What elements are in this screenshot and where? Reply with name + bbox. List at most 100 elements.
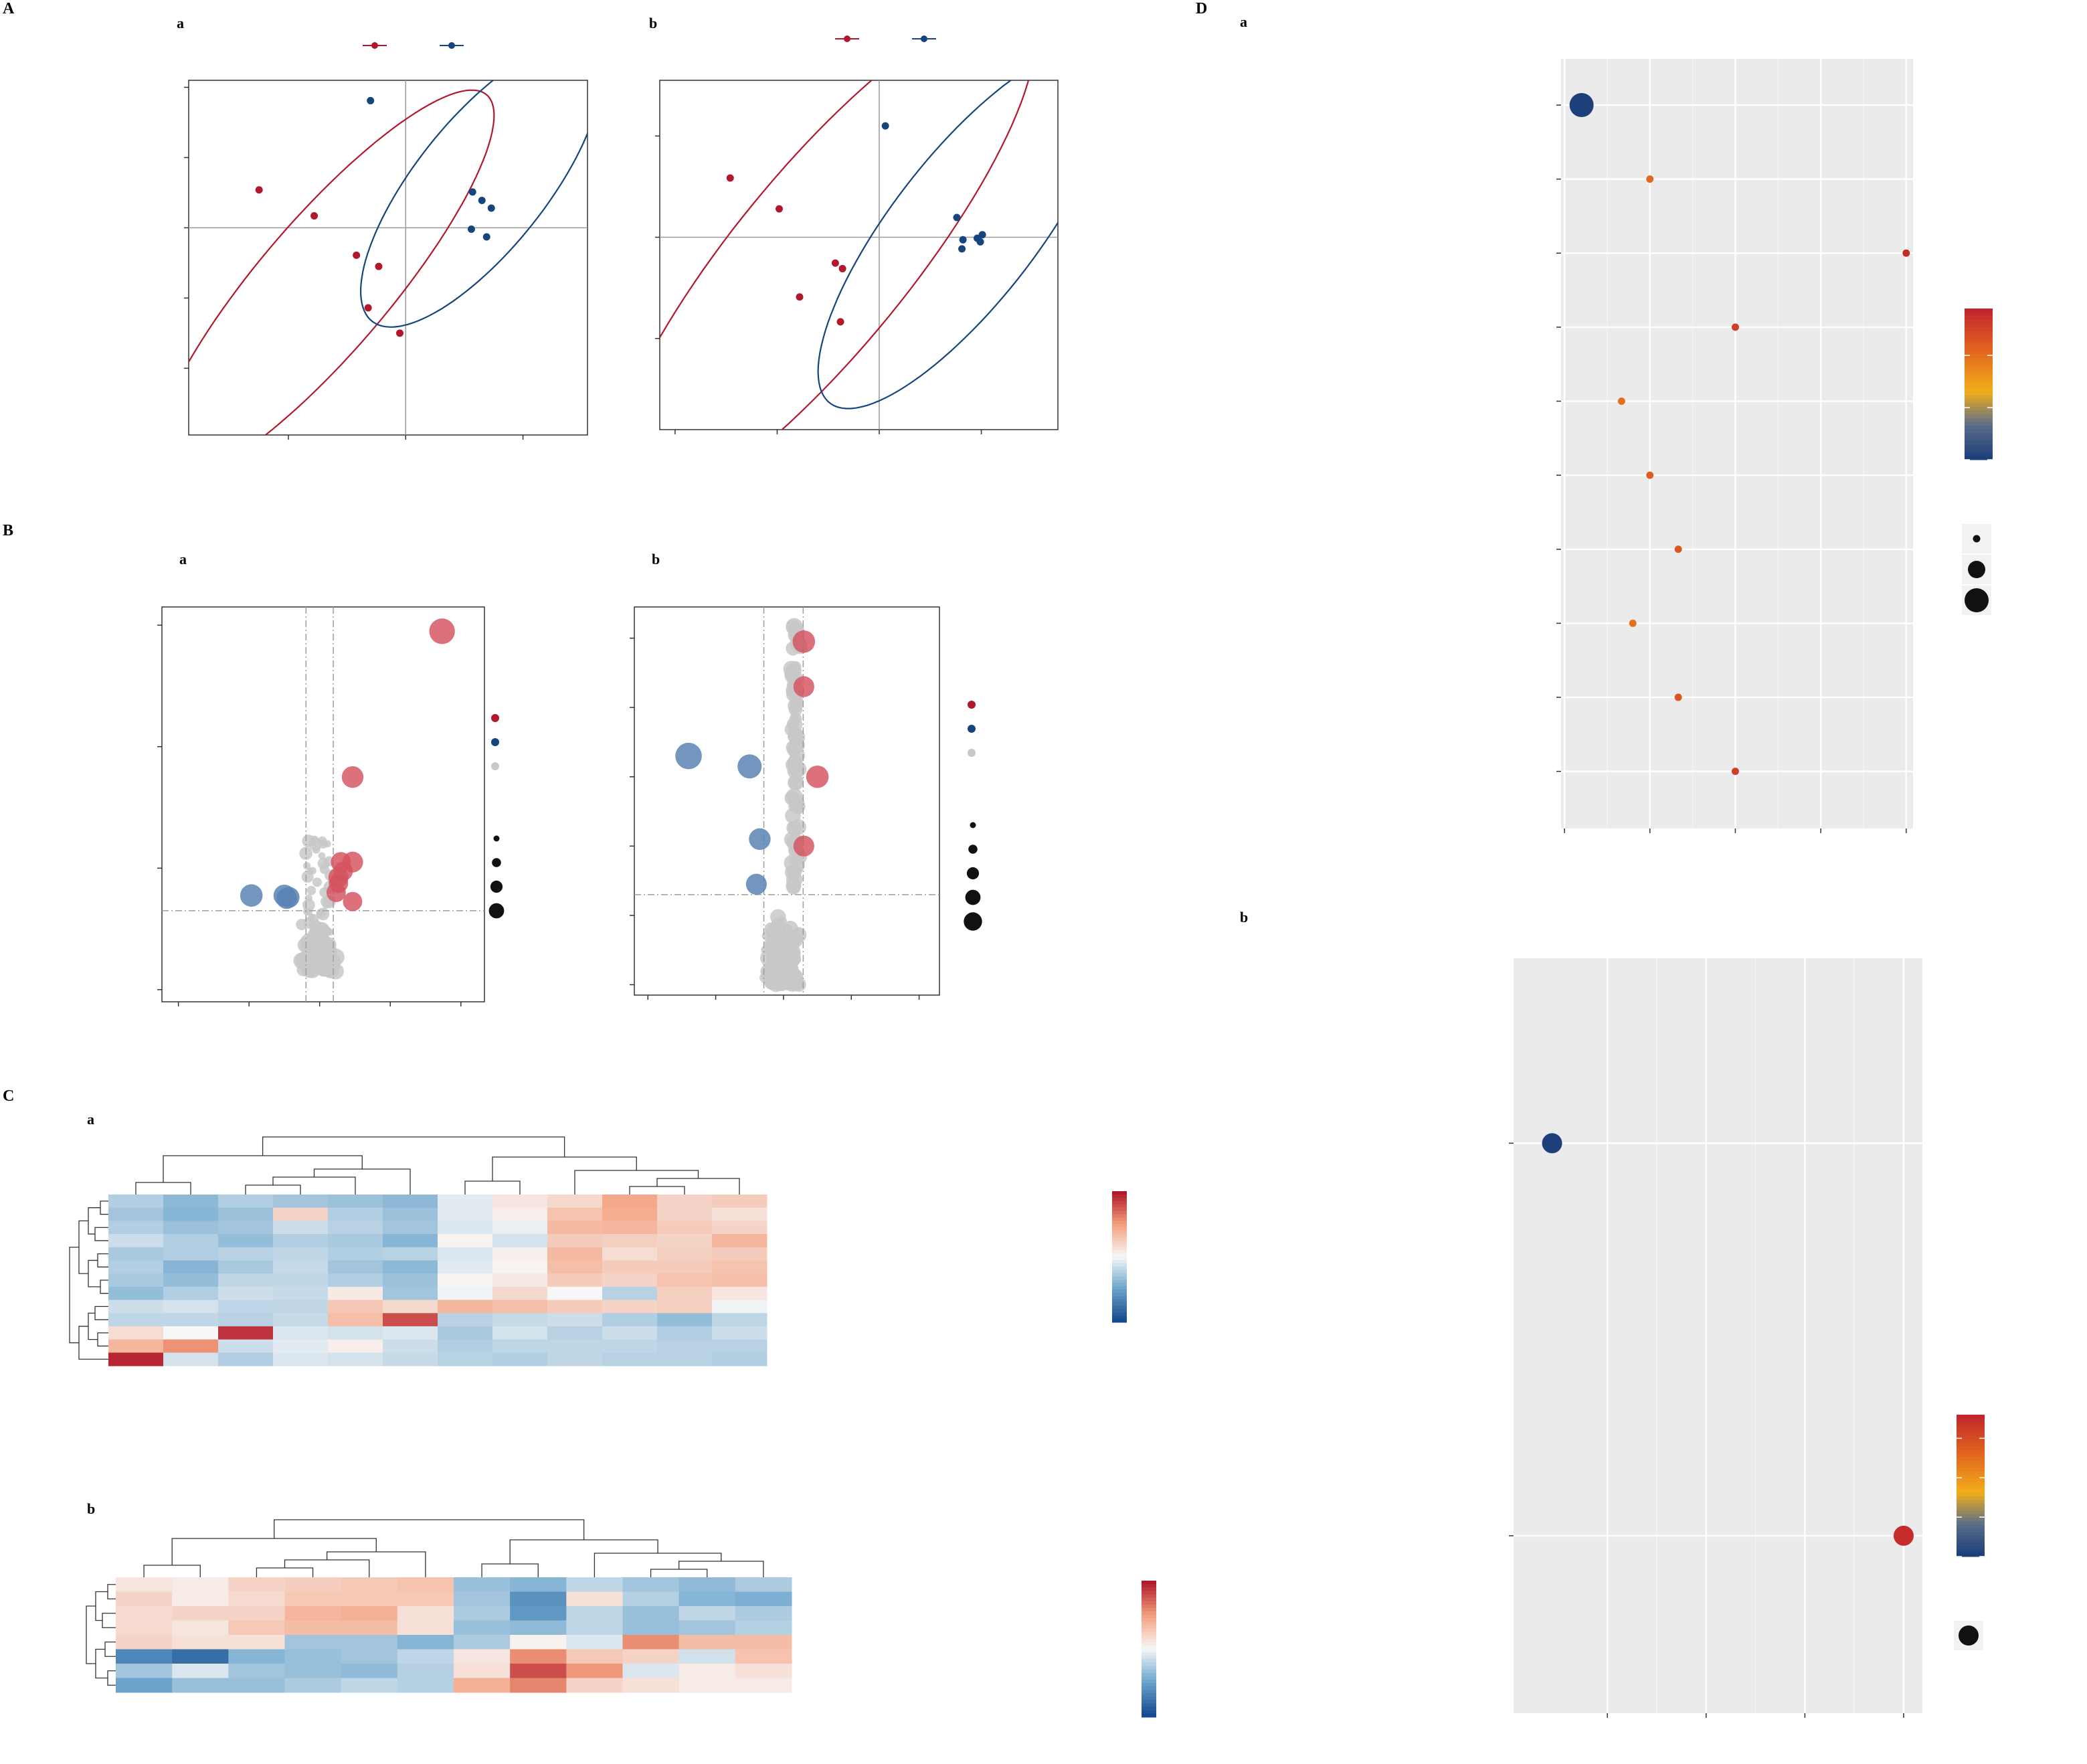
heatmap-cell xyxy=(678,1606,736,1621)
heatmap-cell xyxy=(383,1352,438,1366)
heatmap-cell xyxy=(622,1678,680,1693)
sample-point-22 xyxy=(487,204,495,212)
heatmap-cell xyxy=(454,1577,511,1592)
sample-point-3 xyxy=(776,205,783,213)
dendrogram-link xyxy=(100,1280,108,1294)
plot-frame xyxy=(188,80,588,436)
color-scale-segment xyxy=(1112,1221,1127,1225)
heatmap-cell xyxy=(218,1326,274,1340)
dendrogram-link xyxy=(104,1642,116,1657)
color-scale-segment xyxy=(1112,1224,1127,1228)
color-bar-segment xyxy=(1957,1429,1985,1433)
heatmap-cell xyxy=(383,1286,438,1301)
heatmap-cell xyxy=(273,1313,329,1327)
heatmap-cell xyxy=(273,1300,329,1314)
color-scale-segment xyxy=(1142,1638,1156,1643)
dendrogram-link xyxy=(88,1312,98,1340)
size-legend-key xyxy=(1968,561,1985,578)
nodiff-point xyxy=(323,840,331,848)
heatmap-cell xyxy=(383,1221,438,1235)
nodiff-point xyxy=(791,798,806,814)
color-bar-segment xyxy=(1957,1482,1985,1486)
pca-plot-b xyxy=(655,35,1059,434)
heatmap-cell xyxy=(218,1352,274,1366)
confidence-ellipse-C xyxy=(660,80,1030,430)
heatmap-cell xyxy=(492,1300,548,1314)
heatmap-cell xyxy=(163,1339,219,1353)
color-scale-segment xyxy=(1142,1621,1156,1625)
heatmap-cell xyxy=(735,1577,792,1592)
color-scale-segment xyxy=(1142,1696,1156,1700)
sample-point-5 xyxy=(838,264,846,272)
heatmap-cell xyxy=(284,1664,342,1678)
heatmap-cell xyxy=(510,1664,567,1678)
heatmap-cell xyxy=(228,1577,285,1592)
color-bar-segment xyxy=(1957,1486,1985,1490)
color-bar-segment xyxy=(1957,1506,1985,1511)
color-bar-segment xyxy=(1957,1468,1985,1472)
plot-background xyxy=(1561,59,1913,828)
dendrogram-link xyxy=(94,1306,108,1320)
color-scale-segment xyxy=(1112,1211,1127,1215)
heatmap-cell xyxy=(284,1591,342,1607)
dendrogram-link xyxy=(88,1207,100,1235)
nodiff-point xyxy=(302,862,311,870)
color-bar-segment xyxy=(1957,1549,1985,1554)
size-legend-key xyxy=(1965,588,1989,612)
down-regulated-point xyxy=(675,742,702,770)
term-bubble xyxy=(1731,768,1739,776)
color-bar-segment xyxy=(1957,1475,1985,1479)
heatmap-cell xyxy=(678,1577,736,1592)
color-scale-segment xyxy=(1112,1302,1127,1306)
color-bar-segment xyxy=(1965,429,1993,434)
dendrogram-link xyxy=(464,1180,521,1195)
term-bubble xyxy=(1674,693,1682,701)
heatmap-cell xyxy=(622,1577,680,1592)
heatmap-cell xyxy=(510,1591,567,1607)
heatmap-cell xyxy=(492,1260,548,1274)
heatmap-cell xyxy=(163,1207,219,1221)
heatmap-cell xyxy=(438,1273,493,1288)
color-scale-segment xyxy=(1142,1656,1156,1660)
color-scale-segment xyxy=(1142,1662,1156,1666)
heatmap-cell xyxy=(218,1247,274,1261)
nodiff-point xyxy=(788,744,800,756)
heatmap-cell xyxy=(657,1339,713,1353)
dendrogram-link xyxy=(78,1326,108,1360)
nodiff-point xyxy=(312,845,321,854)
sub-letter-cb: b xyxy=(87,1500,95,1517)
heatmap-cell xyxy=(383,1195,438,1209)
heatmap-cell xyxy=(383,1273,438,1288)
heatmap-cell xyxy=(163,1286,219,1301)
color-scale-segment xyxy=(1142,1607,1156,1612)
term-bubble xyxy=(1542,1133,1562,1154)
panel-letter-d-main: D xyxy=(1196,0,1207,17)
size-legend-key xyxy=(492,858,501,867)
heatmap-cell xyxy=(492,1247,548,1261)
color-scale-segment xyxy=(1112,1269,1127,1273)
heatmap-cell xyxy=(454,1620,511,1636)
heatmap-cell xyxy=(108,1313,164,1327)
up-regulated-point xyxy=(333,861,353,881)
heatmap-cell xyxy=(438,1207,493,1221)
heatmap-cell xyxy=(657,1313,713,1327)
sample-point-20 xyxy=(976,238,984,246)
color-scale-segment xyxy=(1112,1306,1127,1310)
heatmap-cell xyxy=(116,1620,173,1636)
heatmap-cell xyxy=(602,1313,658,1327)
volcano-plot-b xyxy=(630,606,982,1000)
heatmap-cell xyxy=(116,1591,173,1607)
heatmap-cell xyxy=(510,1606,567,1621)
heatmap-cell xyxy=(116,1577,173,1592)
color-bar-segment xyxy=(1965,384,1993,389)
heatmap-cell xyxy=(492,1326,548,1340)
heatmap-cell xyxy=(163,1300,219,1314)
plot-background xyxy=(1514,958,1922,1713)
nodiff-point xyxy=(315,950,327,960)
nodiff-point xyxy=(318,852,326,860)
size-legend-key xyxy=(490,880,503,893)
color-scale-segment xyxy=(1142,1645,1156,1650)
color-bar-segment xyxy=(1965,369,1993,373)
color-bar-segment xyxy=(1957,1500,1985,1504)
